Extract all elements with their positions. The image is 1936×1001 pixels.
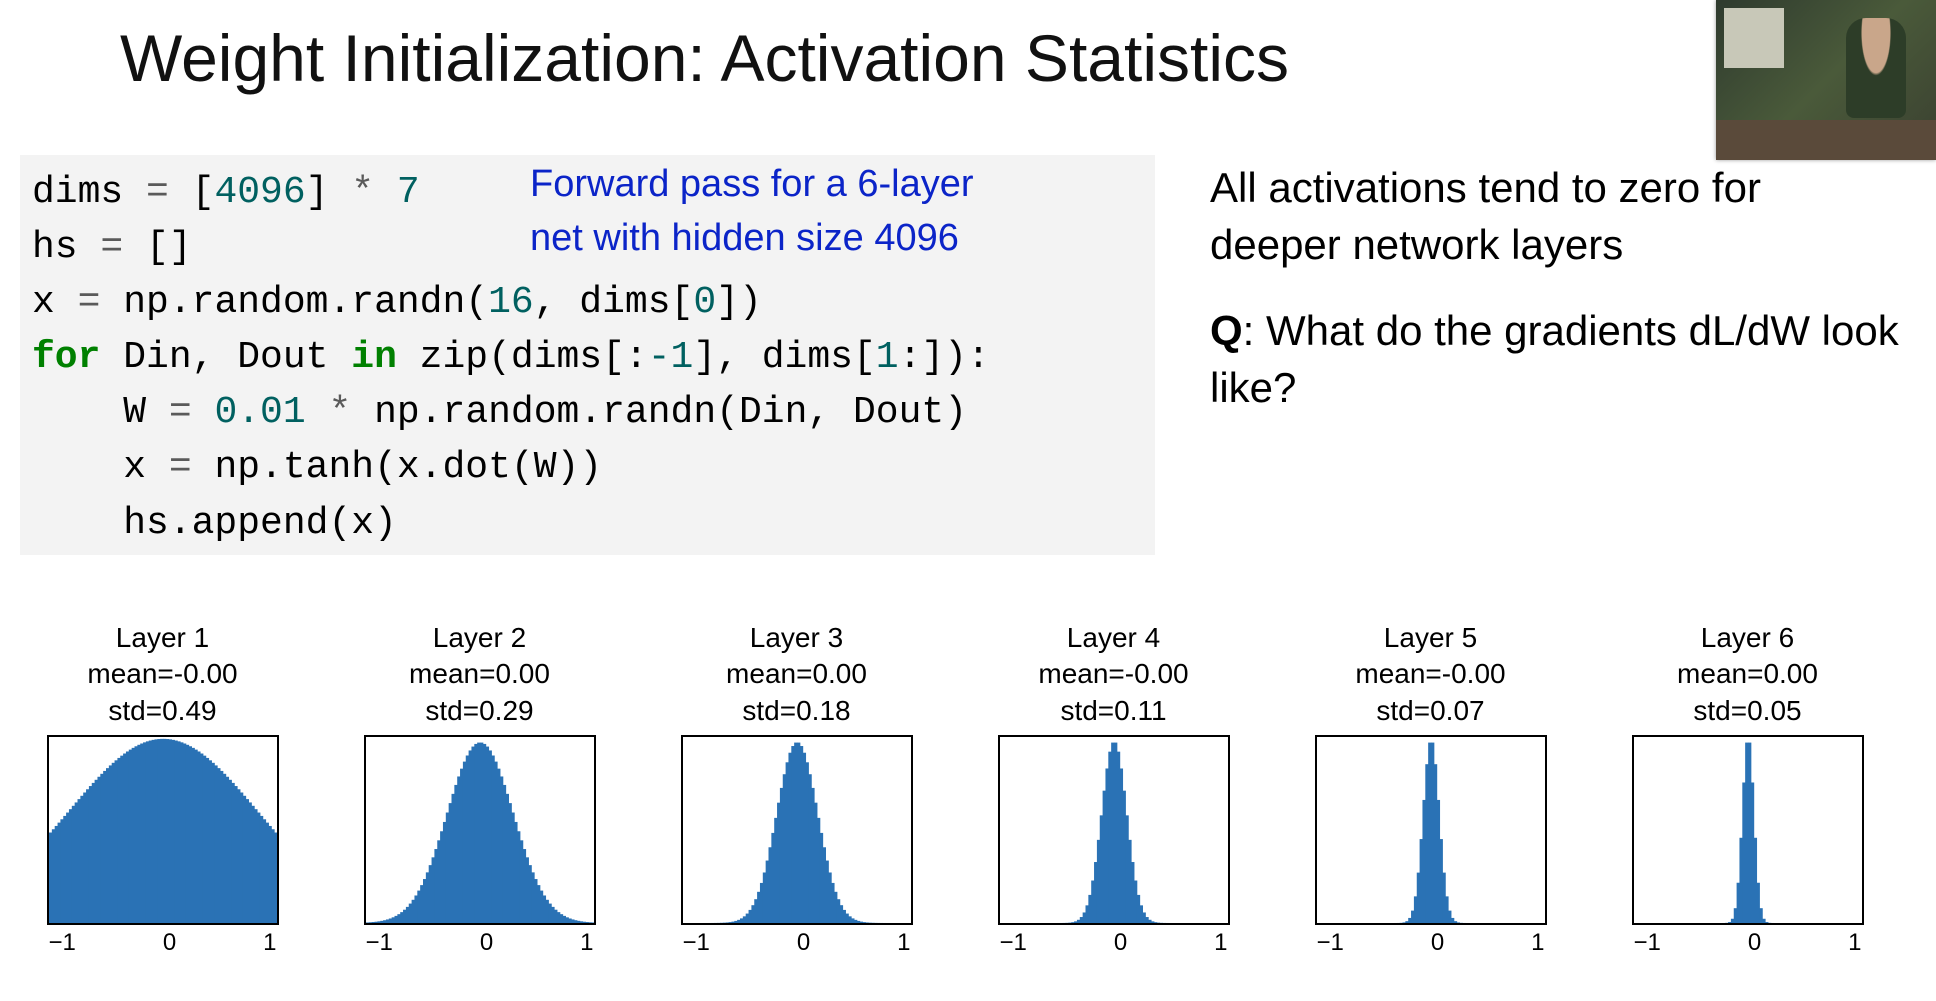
code-annotation-line-1: Forward pass for a 6-layer [530,158,1130,212]
histogram-cell: Layer 5mean=-0.00std=0.07 −1 0 1 [1308,620,1553,957]
code-line-5: W = 0.01 * np.random.randn(Din, Dout) [32,385,1143,440]
histogram-plot [998,735,1230,925]
histogram-plot [1632,735,1864,925]
histogram-labels: Layer 5mean=-0.00std=0.07 [1355,620,1505,729]
histogram-mean: mean=-0.00 [1038,656,1188,692]
histogram-title: Layer 5 [1355,620,1505,656]
histogram-std: std=0.05 [1677,693,1818,729]
xtick-label: 0 [1114,929,1127,957]
histogram-row: Layer 1mean=-0.00std=0.49−101Layer 2mean… [40,620,1936,957]
xtick-label: 0 [163,929,176,957]
xtick-label: −1 [1634,929,1661,957]
xtick-label: −1 [1000,929,1027,957]
xtick-label: 1 [1214,929,1227,957]
question-prefix: Q [1210,307,1243,354]
histogram-xticks: −1 0 1 [681,929,913,957]
code-annotation: Forward pass for a 6-layer net with hidd… [530,158,1130,266]
xtick-label: 1 [1848,929,1861,957]
histogram-mean: mean=0.00 [726,656,867,692]
right-question: Q: What do the gradients dL/dW look like… [1210,303,1900,416]
histogram-xticks: −1 0 1 [47,929,279,957]
histogram-title: Layer 6 [1677,620,1818,656]
histogram-std: std=0.11 [1038,693,1188,729]
right-paragraph-1: All activations tend to zero for deeper … [1210,160,1900,273]
histogram-plot [1315,735,1547,925]
video-desk [1716,120,1936,160]
histogram-std: std=0.18 [726,693,867,729]
histogram-mean: mean=-0.00 [87,656,237,692]
histogram-plot [681,735,913,925]
histogram-labels: Layer 2mean=0.00std=0.29 [409,620,550,729]
histogram-cell: Layer 3mean=0.00std=0.18 −1 0 1 [674,620,919,957]
xtick-label: −1 [366,929,393,957]
histogram-title: Layer 3 [726,620,867,656]
histogram-plot [364,735,596,925]
histogram-labels: Layer 4mean=-0.00std=0.11 [1038,620,1188,729]
slide: Weight Initialization: Activation Statis… [0,0,1936,1001]
xtick-label: 0 [480,929,493,957]
histogram-std: std=0.07 [1355,693,1505,729]
histogram-cell: Layer 4mean=-0.00std=0.11 −1 0 1 [991,620,1236,957]
histogram-xticks: −1 0 1 [364,929,596,957]
histogram-title: Layer 2 [409,620,550,656]
code-line-4: for Din, Dout in zip(dims[:-1], dims[1:]… [32,330,1143,385]
xtick-label: 0 [797,929,810,957]
xtick-label: 1 [263,929,276,957]
code-line-7: hs.append(x) [32,496,1143,551]
video-presenter-figure [1846,18,1906,118]
histogram-std: std=0.29 [409,693,550,729]
presenter-video-thumbnail [1716,0,1936,160]
histogram-cell: Layer 2mean=0.00std=0.29 −1 0 1 [357,620,602,957]
code-annotation-line-2: net with hidden size 4096 [530,212,1130,266]
question-text: : What do the gradients dL/dW look like? [1210,307,1899,411]
slide-right-text: All activations tend to zero for deeper … [1210,160,1900,447]
xtick-label: 1 [897,929,910,957]
slide-title: Weight Initialization: Activation Statis… [120,20,1289,96]
xtick-label: 1 [1531,929,1544,957]
xtick-label: −1 [683,929,710,957]
xtick-label: −1 [49,929,76,957]
histogram-labels: Layer 6mean=0.00std=0.05 [1677,620,1818,729]
xtick-label: −1 [1317,929,1344,957]
histogram-mean: mean=0.00 [1677,656,1818,692]
histogram-xticks: −1 0 1 [1315,929,1547,957]
histogram-std: std=0.49 [87,693,237,729]
code-line-6: x = np.tanh(x.dot(W)) [32,440,1143,495]
video-background-panel [1724,8,1784,68]
histogram-title: Layer 1 [87,620,237,656]
histogram-xticks: −1 0 1 [1632,929,1864,957]
histogram-mean: mean=-0.00 [1355,656,1505,692]
code-line-3: x = np.random.randn(16, dims[0]) [32,275,1143,330]
histogram-title: Layer 4 [1038,620,1188,656]
histogram-labels: Layer 1mean=-0.00std=0.49 [87,620,237,729]
histogram-cell: Layer 1mean=-0.00std=0.49 −1 0 1 [40,620,285,957]
xtick-label: 1 [580,929,593,957]
histogram-plot [47,735,279,925]
histogram-mean: mean=0.00 [409,656,550,692]
histogram-cell: Layer 6mean=0.00std=0.05 −1 0 1 [1625,620,1870,957]
histogram-labels: Layer 3mean=0.00std=0.18 [726,620,867,729]
histogram-xticks: −1 0 1 [998,929,1230,957]
xtick-label: 0 [1748,929,1761,957]
xtick-label: 0 [1431,929,1444,957]
